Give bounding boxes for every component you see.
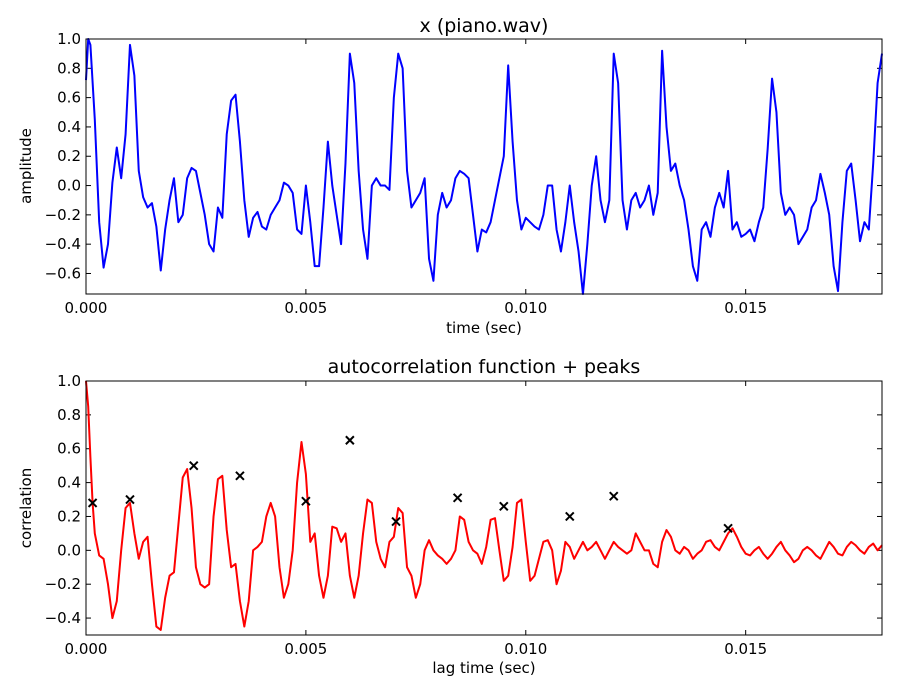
xtick-label: 0.010 bbox=[504, 640, 547, 658]
peak-marker bbox=[345, 435, 355, 445]
waveform-series-group bbox=[85, 38, 883, 295]
peak-marker bbox=[565, 511, 575, 522]
ytick-label: 0.4 bbox=[57, 474, 81, 492]
ytick-label: 0.6 bbox=[57, 89, 81, 107]
ytick-label: −0.4 bbox=[45, 235, 81, 253]
autocorrelation-line bbox=[85, 380, 883, 631]
waveform-axes-frame bbox=[85, 38, 883, 295]
xtick-label: 0.000 bbox=[65, 299, 108, 317]
ytick-label: 1.0 bbox=[57, 30, 81, 48]
xtick-label: 0.000 bbox=[65, 640, 108, 658]
ytick-label: −0.2 bbox=[45, 206, 81, 224]
autocorrelation-xticks: 0.000 0.005 0.010 0.015 bbox=[65, 381, 767, 658]
peak-marker bbox=[189, 460, 199, 471]
peak-marker bbox=[125, 494, 135, 505]
ytick-label: 0.8 bbox=[57, 59, 81, 77]
waveform-xlabel: time (sec) bbox=[446, 319, 522, 337]
ytick-label: 0.0 bbox=[57, 541, 81, 559]
waveform-xticks: 0.000 0.005 0.010 0.015 bbox=[65, 39, 767, 317]
waveform-yticks: −0.6 −0.4 −0.2 0.0 0.2 0.4 0.6 0.8 1.0 bbox=[45, 30, 882, 282]
waveform-line bbox=[85, 38, 883, 295]
ytick-label: 0.8 bbox=[57, 406, 81, 424]
ytick-label: −0.6 bbox=[45, 264, 81, 282]
waveform-panel: x (piano.wav) time (sec) amplitude 0.000… bbox=[17, 15, 883, 337]
xtick-label: 0.005 bbox=[284, 640, 327, 658]
waveform-ylabel: amplitude bbox=[17, 128, 35, 204]
autocorrelation-title: autocorrelation function + peaks bbox=[328, 356, 641, 378]
autocorrelation-panel: autocorrelation function + peaks lag tim… bbox=[17, 356, 883, 677]
ytick-label: 0.2 bbox=[57, 147, 81, 165]
autocorrelation-axes-frame bbox=[85, 380, 883, 636]
ytick-label: 0.0 bbox=[57, 177, 81, 195]
autocorrelation-peaks-group bbox=[87, 435, 733, 534]
xtick-label: 0.015 bbox=[724, 299, 767, 317]
peak-marker bbox=[452, 493, 463, 503]
peak-marker bbox=[609, 491, 619, 501]
xtick-label: 0.010 bbox=[504, 299, 547, 317]
xtick-label: 0.015 bbox=[724, 640, 767, 658]
ytick-label: −0.2 bbox=[45, 575, 81, 593]
ytick-label: 0.4 bbox=[57, 118, 81, 136]
xtick-label: 0.005 bbox=[284, 299, 327, 317]
peak-marker bbox=[87, 498, 98, 508]
peak-marker bbox=[723, 523, 733, 534]
ytick-label: 1.0 bbox=[57, 372, 81, 390]
peak-marker bbox=[391, 516, 401, 527]
autocorrelation-xlabel: lag time (sec) bbox=[432, 659, 535, 677]
autocorrelation-yticks: −0.4 −0.2 0.0 0.2 0.4 0.6 0.8 1.0 bbox=[45, 372, 882, 627]
peak-marker bbox=[499, 501, 509, 512]
ytick-label: −0.4 bbox=[45, 609, 81, 627]
ytick-label: 0.2 bbox=[57, 507, 81, 525]
peak-marker bbox=[301, 496, 311, 506]
autocorrelation-ylabel: correlation bbox=[17, 468, 35, 549]
peak-marker bbox=[235, 471, 245, 481]
waveform-title: x (piano.wav) bbox=[420, 15, 549, 37]
ytick-label: 0.6 bbox=[57, 440, 81, 458]
autocorrelation-series-group bbox=[85, 380, 883, 631]
